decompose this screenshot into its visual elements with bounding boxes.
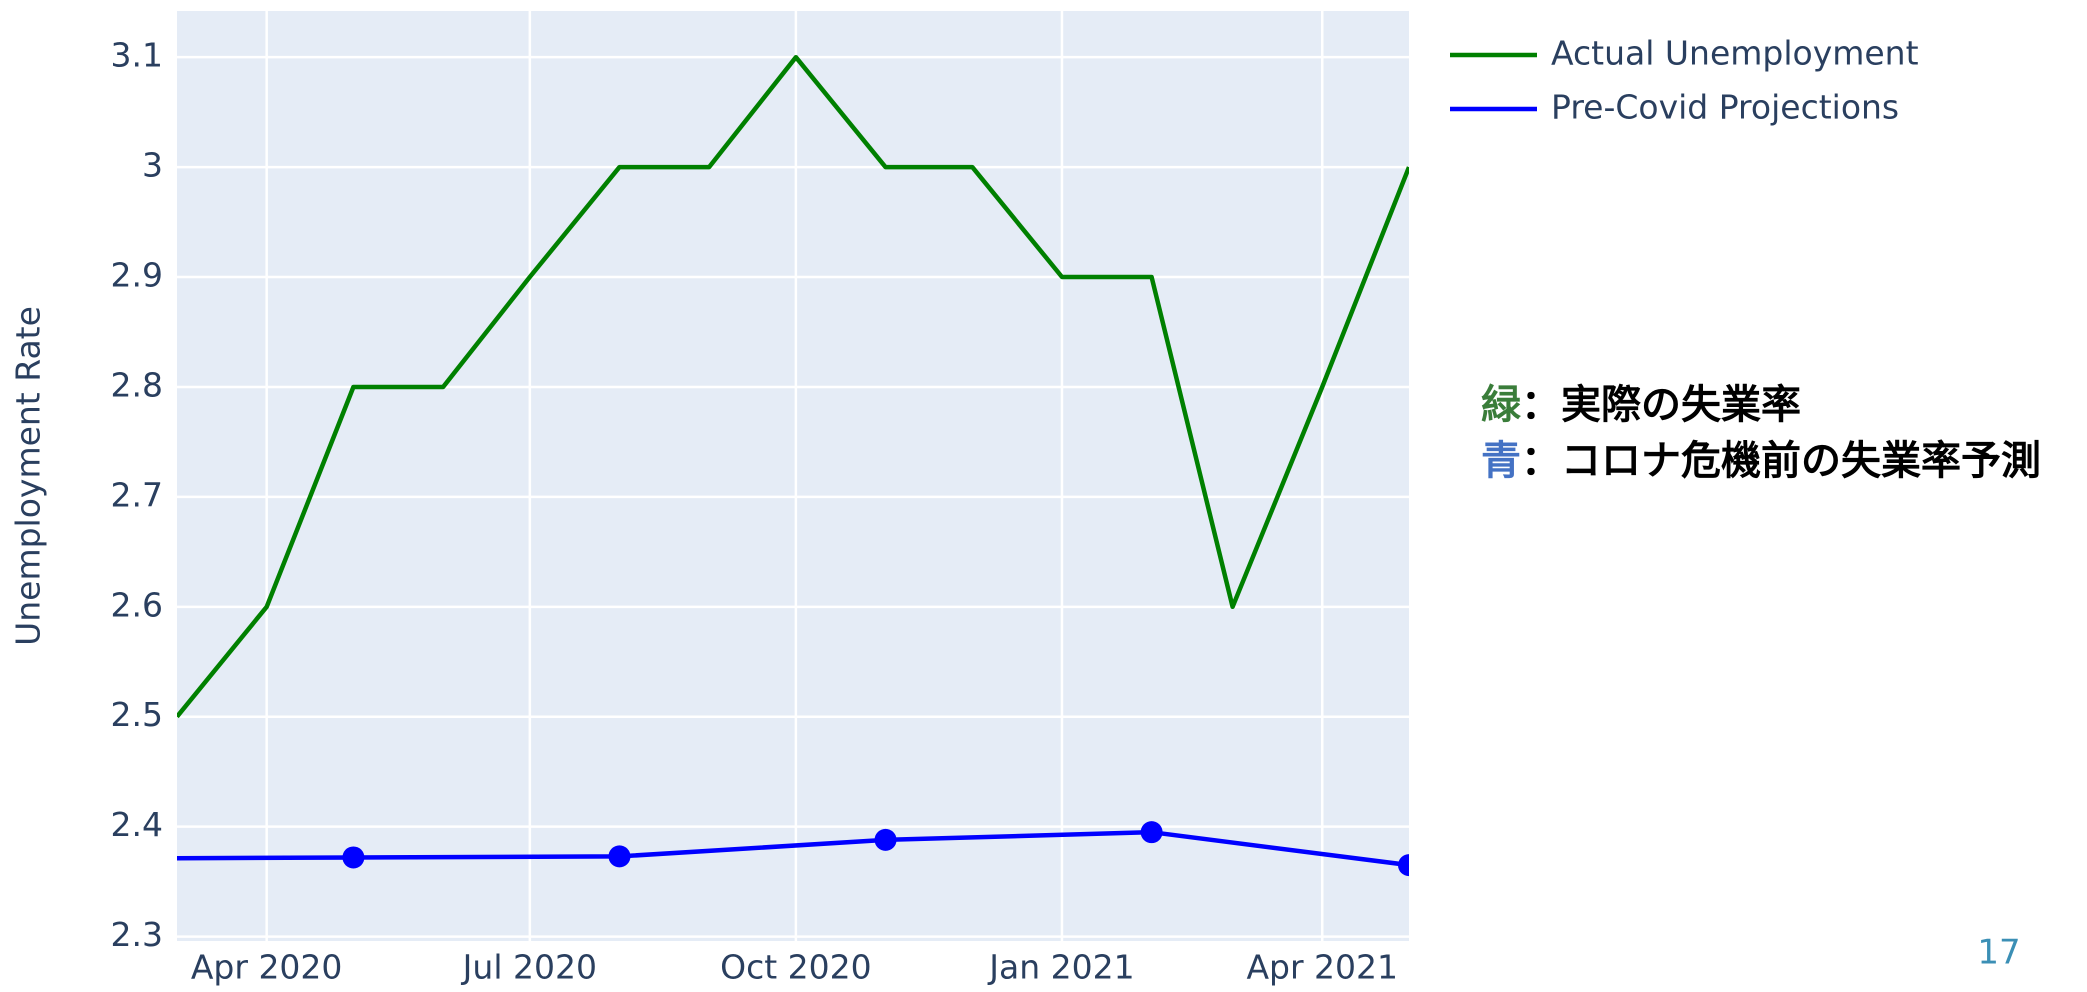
y-tick-label: 2.6: [111, 585, 163, 624]
annotation-key: 青: [1481, 438, 1521, 484]
series-line: [177, 54, 1409, 719]
y-tick-label: 2.3: [111, 915, 163, 954]
x-tick-label: Apr 2020: [191, 948, 343, 987]
plot-area: [177, 11, 1409, 941]
y-tick-label: 2.8: [111, 365, 163, 404]
y-tick-label: 2.7: [111, 475, 163, 514]
x-tick-label: Jul 2020: [461, 948, 597, 987]
data-point: [1398, 854, 1409, 877]
annotation-text: ：コロナ危機前の失業率予測: [1521, 438, 2041, 484]
x-tick-label: Oct 2020: [720, 948, 872, 987]
y-axis-title: Unemployment Rate: [9, 306, 48, 646]
y-tick-label: 3: [142, 146, 163, 185]
data-point: [342, 846, 365, 869]
plot-content: [82, 54, 1409, 877]
annotation-text: ：実際の失業率: [1521, 382, 1801, 428]
page-number: 17: [1977, 933, 2020, 973]
x-tick-label: Jan 2021: [987, 948, 1134, 987]
annotation: 青：コロナ危機前の失業率予測: [1481, 438, 2041, 484]
y-tick-label: 2.9: [111, 256, 163, 295]
series-line: [177, 829, 1409, 868]
y-tick-label: 3.1: [111, 36, 163, 75]
legend-label: Pre-Covid Projections: [1551, 88, 1899, 127]
data-point: [608, 845, 631, 868]
x-tick-label: Apr 2021: [1246, 948, 1398, 987]
data-point: [1140, 821, 1163, 844]
annotation: 緑：実際の失業率: [1481, 382, 1801, 428]
y-tick-label: 2.4: [111, 805, 163, 844]
y-tick-label: 2.5: [111, 695, 163, 734]
data-point: [82, 848, 104, 870]
data-point: [874, 828, 897, 851]
annotation-key: 緑: [1481, 382, 1522, 428]
legend-label: Actual Unemployment: [1551, 34, 1919, 73]
